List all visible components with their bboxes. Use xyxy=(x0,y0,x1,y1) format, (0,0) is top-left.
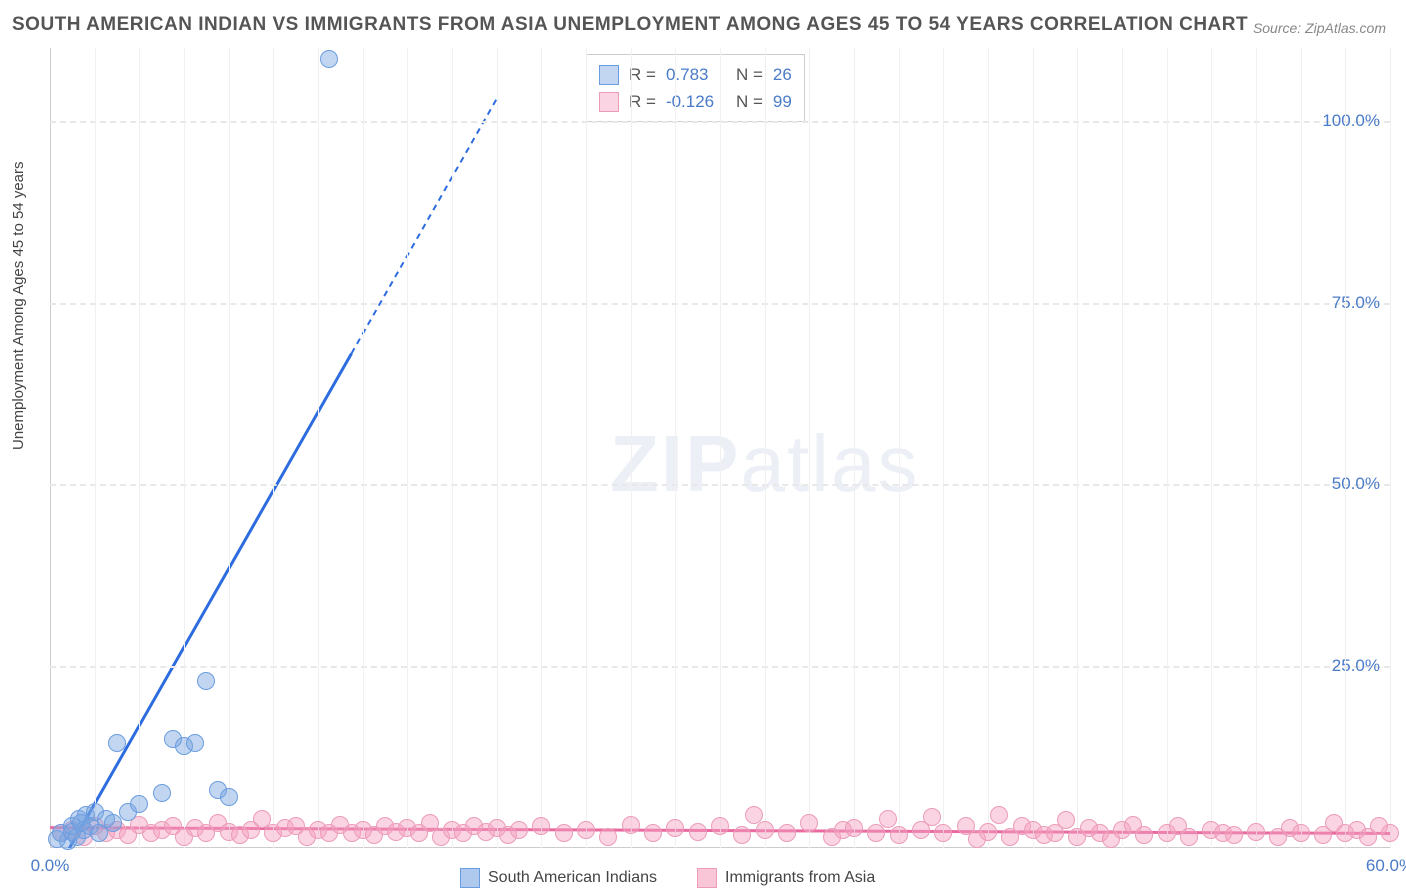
y-tick-label: 100.0% xyxy=(1322,111,1380,131)
data-point xyxy=(48,830,66,848)
data-point xyxy=(1225,826,1243,844)
y-tick-label: 25.0% xyxy=(1332,656,1380,676)
legend-swatch xyxy=(599,65,619,85)
data-point xyxy=(577,821,595,839)
data-point xyxy=(733,826,751,844)
legend-n-label: N = xyxy=(736,88,763,115)
data-point xyxy=(220,788,238,806)
legend-n-value: 26 xyxy=(773,61,792,88)
legend-item: Immigrants from Asia xyxy=(697,868,875,888)
x-tick-label: 60.0% xyxy=(1366,856,1406,876)
gridline-vertical xyxy=(675,48,676,848)
legend-swatch xyxy=(460,868,480,888)
data-point xyxy=(197,672,215,690)
gridline-vertical xyxy=(899,48,900,848)
gridline-vertical xyxy=(1077,48,1078,848)
data-point xyxy=(666,819,684,837)
data-point xyxy=(923,808,941,826)
data-point xyxy=(990,806,1008,824)
data-point xyxy=(1292,824,1310,842)
data-point xyxy=(108,734,126,752)
data-point xyxy=(644,824,662,842)
legend-label: South American Indians xyxy=(488,869,657,887)
data-point xyxy=(599,828,617,846)
gridline-vertical xyxy=(720,48,721,848)
data-point xyxy=(879,810,897,828)
legend-r-label: R = xyxy=(629,88,656,115)
y-axis-label: Unemployment Among Ages 45 to 54 years xyxy=(10,161,27,450)
gridline-vertical xyxy=(809,48,810,848)
data-point xyxy=(800,814,818,832)
data-point xyxy=(153,784,171,802)
gridline-vertical xyxy=(631,48,632,848)
watermark-right: atlas xyxy=(740,419,919,508)
y-tick-label: 75.0% xyxy=(1332,293,1380,313)
gridline-vertical xyxy=(184,48,185,848)
legend-row: R =0.783N =26 xyxy=(599,61,792,88)
gridline-vertical xyxy=(363,48,364,848)
data-point xyxy=(1057,811,1075,829)
gridline-vertical xyxy=(1122,48,1123,848)
legend-swatch xyxy=(599,92,619,112)
data-point xyxy=(979,823,997,841)
data-point xyxy=(186,734,204,752)
gridline-vertical xyxy=(1167,48,1168,848)
data-point xyxy=(104,814,122,832)
gridline-vertical xyxy=(407,48,408,848)
data-point xyxy=(778,824,796,842)
data-point xyxy=(130,795,148,813)
chart-title: SOUTH AMERICAN INDIAN VS IMMIGRANTS FROM… xyxy=(12,14,1248,36)
scatter-plot-area: ZIPatlas R =0.783N =26R =-0.126N =99 25.… xyxy=(50,48,1390,848)
legend-swatch xyxy=(697,868,717,888)
series-legend: South American Indians Immigrants from As… xyxy=(460,868,875,888)
y-axis-line xyxy=(50,48,51,848)
correlation-legend: R =0.783N =26R =-0.126N =99 xyxy=(586,54,805,122)
gridline-vertical xyxy=(497,48,498,848)
data-point xyxy=(756,821,774,839)
gridline-vertical xyxy=(452,48,453,848)
gridline-vertical xyxy=(1211,48,1212,848)
data-point xyxy=(72,814,90,832)
data-point xyxy=(555,824,573,842)
legend-label: Immigrants from Asia xyxy=(725,869,875,887)
data-point xyxy=(845,819,863,837)
gridline-vertical xyxy=(1345,48,1346,848)
data-point xyxy=(1135,826,1153,844)
data-point xyxy=(1180,828,1198,846)
data-point xyxy=(510,821,528,839)
legend-item: South American Indians xyxy=(460,868,657,888)
data-point xyxy=(1381,824,1399,842)
gridline-vertical xyxy=(318,48,319,848)
data-point xyxy=(1247,823,1265,841)
data-point xyxy=(890,826,908,844)
legend-row: R =-0.126N =99 xyxy=(599,88,792,115)
x-tick-label: 0.0% xyxy=(31,856,70,876)
legend-n-value: 99 xyxy=(773,88,792,115)
legend-n-label: N = xyxy=(736,61,763,88)
gridline-vertical xyxy=(943,48,944,848)
data-point xyxy=(532,817,550,835)
gridline-vertical xyxy=(1033,48,1034,848)
gridline-vertical xyxy=(1301,48,1302,848)
gridline-vertical xyxy=(541,48,542,848)
gridline-vertical xyxy=(1390,48,1391,848)
data-point xyxy=(711,817,729,835)
gridline-vertical xyxy=(988,48,989,848)
gridline-vertical xyxy=(229,48,230,848)
source-attribution: Source: ZipAtlas.com xyxy=(1253,20,1386,36)
gridline-vertical xyxy=(273,48,274,848)
gridline-vertical xyxy=(139,48,140,848)
data-point xyxy=(867,824,885,842)
legend-r-label: R = xyxy=(629,61,656,88)
data-point xyxy=(689,823,707,841)
gridline-vertical xyxy=(95,48,96,848)
gridline-vertical xyxy=(586,48,587,848)
data-point xyxy=(320,50,338,68)
data-point xyxy=(934,824,952,842)
gridline-vertical xyxy=(765,48,766,848)
gridline-vertical xyxy=(1256,48,1257,848)
data-point xyxy=(622,816,640,834)
gridline-vertical xyxy=(854,48,855,848)
y-tick-label: 50.0% xyxy=(1332,474,1380,494)
